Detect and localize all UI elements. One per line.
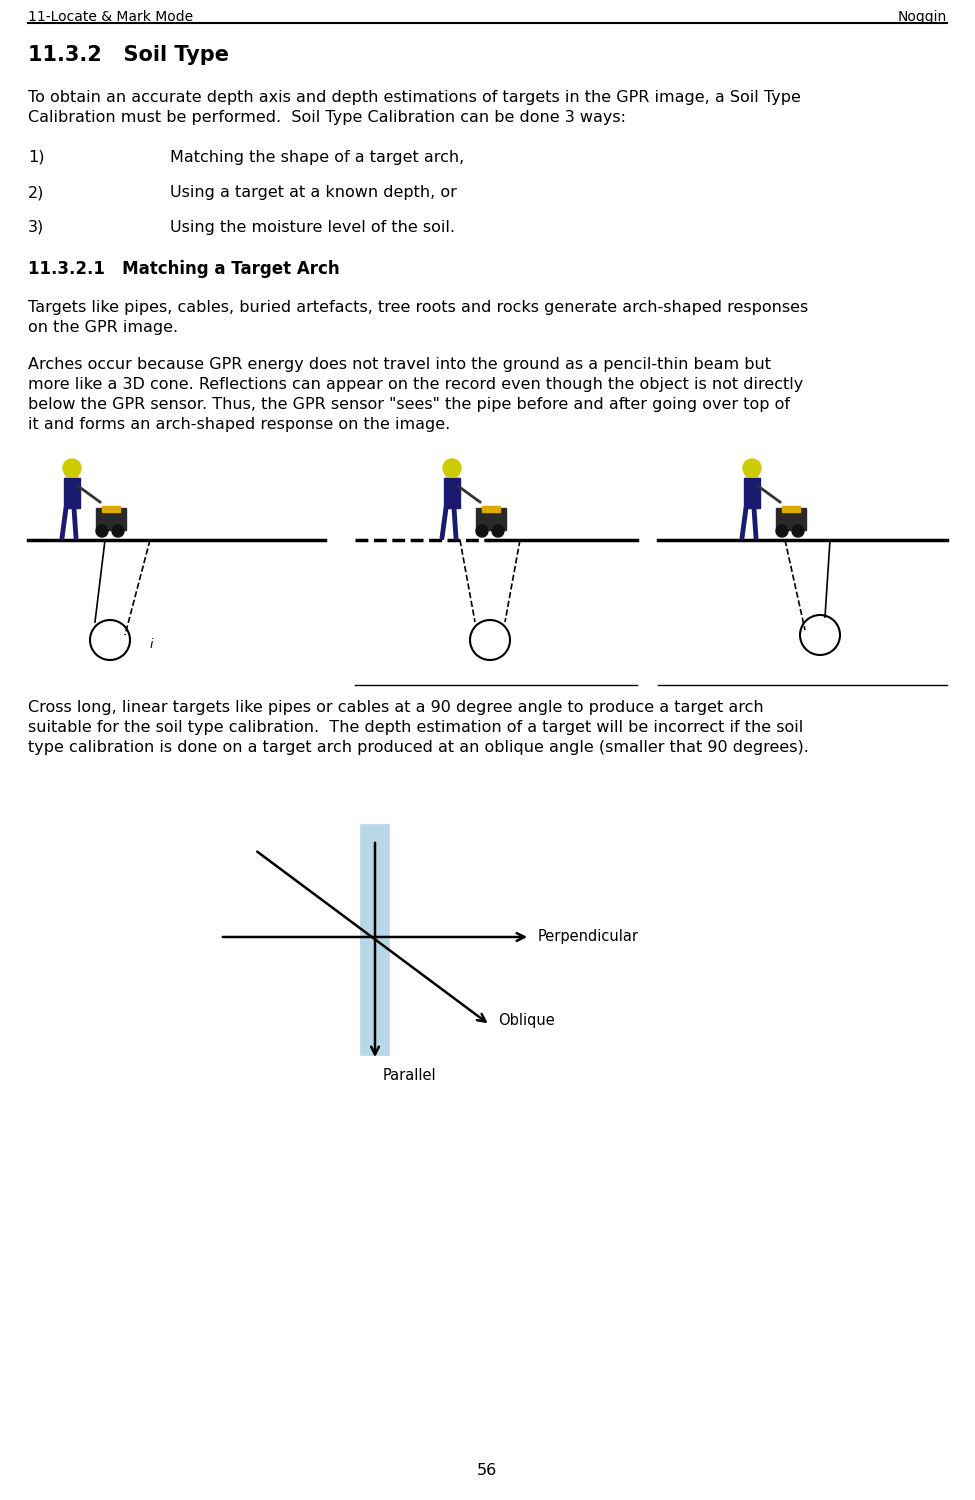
Text: Calibration must be performed.  Soil Type Calibration can be done 3 ways:: Calibration must be performed. Soil Type… — [28, 110, 626, 125]
Circle shape — [445, 466, 459, 480]
Circle shape — [96, 525, 108, 537]
Text: 3): 3) — [28, 220, 44, 236]
Text: on the GPR image.: on the GPR image. — [28, 320, 178, 334]
Text: more like a 3D cone. Reflections can appear on the record even though the object: more like a 3D cone. Reflections can app… — [28, 376, 803, 392]
Text: Using a target at a known depth, or: Using a target at a known depth, or — [170, 184, 457, 200]
Text: 2): 2) — [28, 184, 45, 200]
Text: suitable for the soil type calibration.  The depth estimation of a target will b: suitable for the soil type calibration. … — [28, 720, 803, 735]
Text: below the GPR sensor. Thus, the GPR sensor "sees" the pipe before and after goin: below the GPR sensor. Thus, the GPR sens… — [28, 398, 790, 412]
Circle shape — [65, 466, 79, 480]
Text: Noggin: Noggin — [898, 10, 947, 24]
Text: 11-Locate & Mark Mode: 11-Locate & Mark Mode — [28, 10, 193, 24]
Text: Targets like pipes, cables, buried artefacts, tree roots and rocks generate arch: Targets like pipes, cables, buried artef… — [28, 300, 808, 315]
Text: it and forms an arch-shaped response on the image.: it and forms an arch-shaped response on … — [28, 417, 450, 432]
Circle shape — [63, 459, 81, 477]
Circle shape — [745, 466, 759, 480]
Circle shape — [792, 525, 804, 537]
Circle shape — [112, 525, 124, 537]
Text: 1): 1) — [28, 150, 45, 165]
Bar — [96, 509, 126, 530]
Circle shape — [492, 525, 504, 537]
Text: 11.3.2   Soil Type: 11.3.2 Soil Type — [28, 45, 229, 64]
Circle shape — [776, 525, 788, 537]
Text: Perpendicular: Perpendicular — [538, 930, 639, 945]
Text: Cross long, linear targets like pipes or cables at a 90 degree angle to produce : Cross long, linear targets like pipes or… — [28, 700, 763, 715]
Bar — [776, 509, 806, 530]
Circle shape — [443, 459, 461, 477]
Text: Oblique: Oblique — [498, 1013, 555, 1028]
Bar — [476, 509, 506, 530]
Bar — [361, 825, 389, 1054]
Bar — [744, 478, 760, 508]
Bar — [444, 478, 460, 508]
Bar — [64, 478, 80, 508]
Text: type calibration is done on a target arch produced at an oblique angle (smaller : type calibration is done on a target arc… — [28, 740, 809, 754]
Bar — [782, 506, 800, 512]
Text: i: i — [150, 639, 153, 651]
Bar — [102, 506, 120, 512]
Text: 56: 56 — [477, 1462, 497, 1478]
Text: 11.3.2.1   Matching a Target Arch: 11.3.2.1 Matching a Target Arch — [28, 260, 339, 278]
Text: Using the moisture level of the soil.: Using the moisture level of the soil. — [170, 220, 455, 236]
Circle shape — [476, 525, 488, 537]
Bar — [482, 506, 500, 512]
Text: Arches occur because GPR energy does not travel into the ground as a pencil-thin: Arches occur because GPR energy does not… — [28, 357, 771, 372]
Text: To obtain an accurate depth axis and depth estimations of targets in the GPR ima: To obtain an accurate depth axis and dep… — [28, 90, 800, 105]
Text: Parallel: Parallel — [383, 1068, 437, 1083]
Text: Matching the shape of a target arch,: Matching the shape of a target arch, — [170, 150, 464, 165]
Circle shape — [743, 459, 761, 477]
